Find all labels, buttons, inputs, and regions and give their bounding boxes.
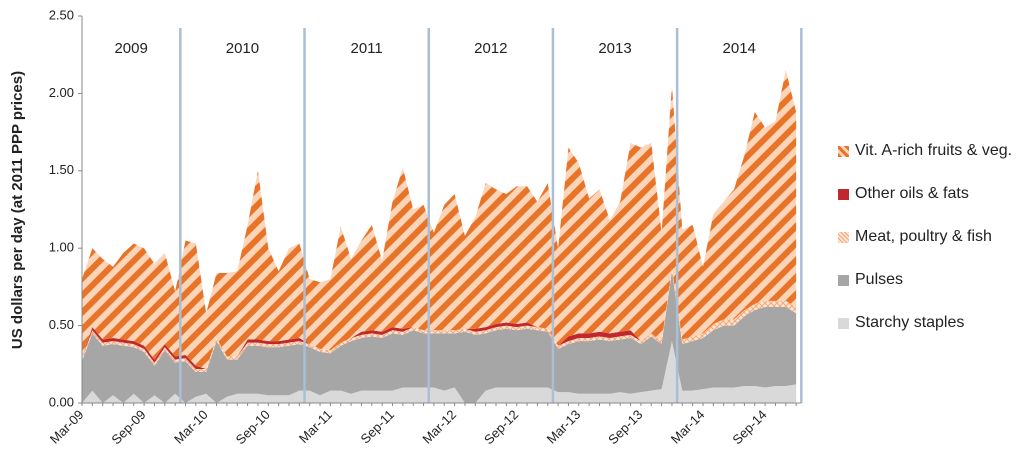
legend-item: Pulses	[838, 269, 1028, 291]
y-tick-label: 0.00	[49, 394, 74, 409]
year-label: 2011	[350, 40, 382, 57]
y-tick-label: 1.00	[49, 240, 74, 255]
year-label: 2010	[226, 40, 259, 57]
y-tick-label: 1.50	[49, 162, 74, 177]
legend-swatch	[838, 275, 849, 286]
x-tick-label: Mar-09	[47, 407, 87, 447]
legend-item: Meat, poultry & fish	[838, 226, 1028, 248]
x-tick-label: Sep-10	[233, 407, 273, 447]
area	[82, 271, 797, 403]
x-tick-label: Sep-09	[108, 407, 148, 447]
legend-label: Meat, poultry & fish	[855, 228, 992, 245]
year-label: 2013	[598, 40, 631, 57]
legend-label: Starchy staples	[855, 314, 965, 331]
area	[82, 341, 797, 403]
x-tick-label: Mar-12	[419, 407, 459, 447]
y-tick-label: 0.50	[49, 317, 74, 332]
area	[82, 268, 797, 369]
legend-item: Vit. A-rich fruits & veg.	[838, 140, 1028, 162]
legend-item: Other oils & fats	[838, 183, 1028, 205]
legend-swatch	[838, 232, 849, 243]
area	[82, 70, 797, 369]
x-tick-label: Mar-11	[296, 407, 335, 446]
y-tick-label: 2.00	[49, 85, 74, 100]
year-label: 2014	[723, 40, 756, 57]
legend-item: Starchy staples	[838, 312, 1028, 334]
x-tick-label: Sep-12	[481, 407, 521, 447]
x-tick-label: Mar-14	[668, 407, 708, 447]
x-tick-label: Sep-14	[729, 407, 769, 447]
x-tick-label: Mar-10	[171, 407, 211, 447]
year-label: 2009	[114, 40, 147, 57]
legend: Vit. A-rich fruits & veg. Other oils & fa…	[838, 140, 1028, 355]
y-tick-label: 2.50	[49, 7, 74, 22]
legend-swatch	[838, 146, 849, 157]
legend-label: Other oils & fats	[855, 185, 969, 202]
x-tick-label: Mar-13	[544, 407, 584, 447]
legend-label: Vit. A-rich fruits & veg.	[855, 142, 1013, 159]
x-tick-label: Sep-11	[357, 407, 397, 447]
legend-swatch	[838, 189, 849, 200]
x-tick-label: Sep-13	[605, 407, 645, 447]
y-axis-label: US dollars per day (at 2011 PPP prices)	[9, 71, 26, 349]
legend-swatch	[838, 318, 849, 329]
legend-label: Pulses	[855, 271, 904, 288]
area	[82, 268, 797, 373]
year-label: 2012	[474, 40, 507, 57]
